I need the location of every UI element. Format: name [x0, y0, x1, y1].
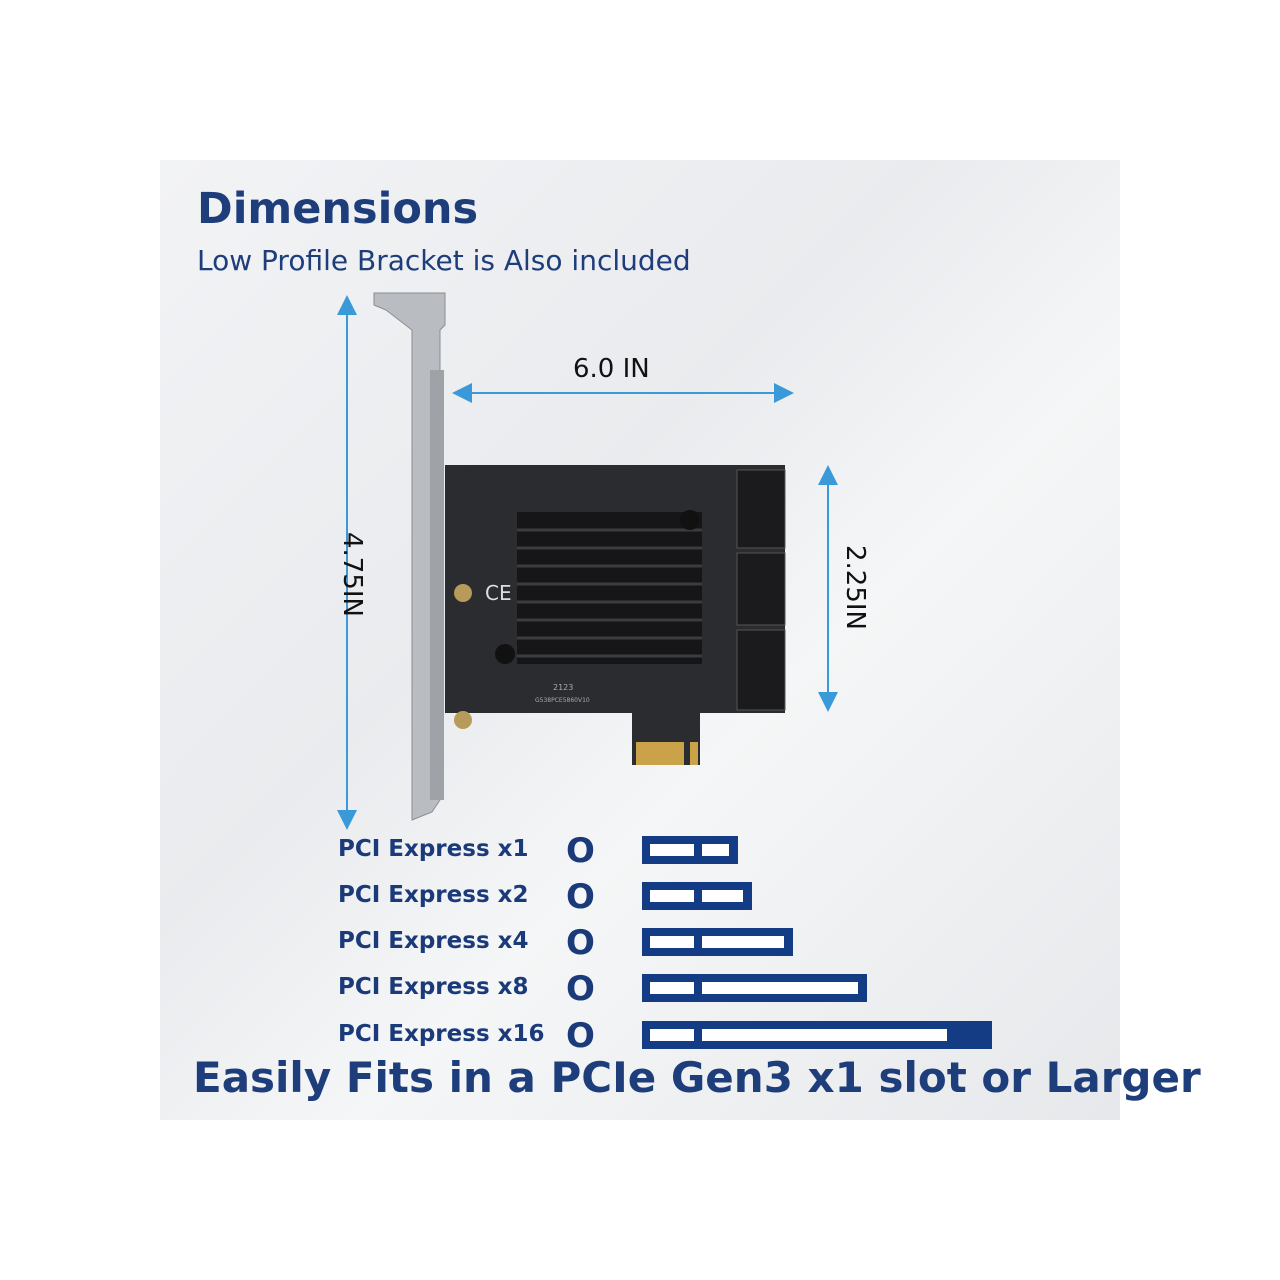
slot-x2-icon	[642, 882, 752, 910]
footer-tagline: Easily Fits in a PCIe Gen3 x1 slot or La…	[193, 1053, 1201, 1102]
slot-label-x16: PCI Express x16	[338, 1021, 545, 1047]
date-code: 2123	[553, 683, 573, 692]
fit-mark: O	[566, 831, 595, 871]
slot-x4-icon	[642, 928, 793, 956]
fit-mark: O	[566, 969, 595, 1009]
slot-label-x4: PCI Express x4	[338, 928, 529, 954]
model-marking: G538PCE5860V10	[535, 697, 590, 704]
slot-label-x8: PCI Express x8	[338, 974, 529, 1000]
fit-mark: O	[566, 877, 595, 917]
svg-text:CE: CE	[485, 581, 512, 605]
slot-label-x2: PCI Express x2	[338, 882, 529, 908]
slot-x8-icon	[642, 974, 867, 1002]
card-height-label: 2.25IN	[840, 545, 870, 631]
pcie-card: CE 2123 G538PCE5860V10	[445, 465, 786, 765]
page-title: Dimensions	[197, 184, 479, 234]
slot-x1-icon	[642, 836, 738, 864]
fit-mark: O	[566, 923, 595, 963]
slot-x16-icon	[642, 1021, 992, 1049]
height-label: 4.75IN	[337, 532, 367, 618]
width-label: 6.0 IN	[573, 354, 650, 384]
bracket	[373, 292, 446, 821]
slot-label-x1: PCI Express x1	[338, 836, 529, 862]
fit-mark: O	[566, 1016, 595, 1056]
subtitle: Low Profile Bracket is Also included	[197, 244, 691, 277]
